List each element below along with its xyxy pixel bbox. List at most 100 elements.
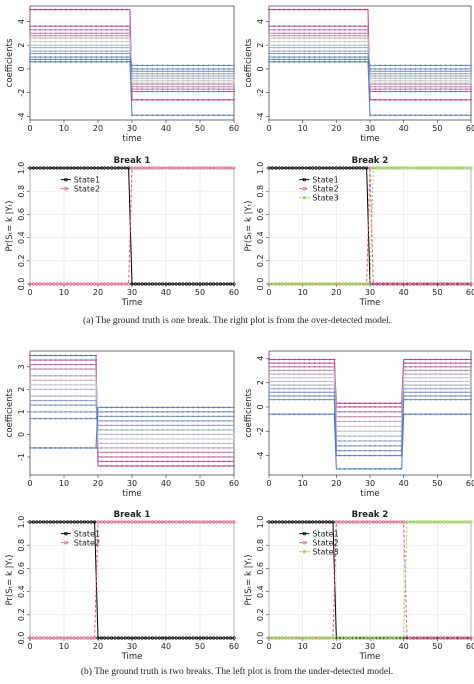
coef-point <box>29 383 31 386</box>
state-point <box>314 166 318 170</box>
coef-point <box>353 425 356 428</box>
coef-point <box>75 379 77 382</box>
coef-point <box>303 50 306 53</box>
coef-point <box>166 88 169 91</box>
coef-point <box>64 25 67 28</box>
state-point <box>55 166 59 170</box>
coef-point <box>197 424 200 427</box>
coef-point <box>434 75 437 77</box>
coef-point <box>90 368 93 370</box>
coef-point <box>369 406 371 408</box>
coef-point <box>80 28 82 31</box>
state-point <box>41 166 46 170</box>
x-tick-label: 10 <box>59 479 69 488</box>
coef-point <box>105 406 108 409</box>
state-point <box>184 520 188 524</box>
coef-point <box>298 60 301 63</box>
coef-point <box>171 460 174 463</box>
coef-point <box>100 419 103 422</box>
coef-point <box>268 28 270 31</box>
legend-label: State1 <box>312 530 338 539</box>
coef-point <box>374 70 376 73</box>
coef-point <box>59 395 62 397</box>
coef-point <box>228 415 230 418</box>
coef-point <box>353 454 356 457</box>
coef-point <box>394 68 397 70</box>
coef-point <box>34 354 36 357</box>
coef-point <box>151 406 154 409</box>
coef-point <box>39 40 42 43</box>
coef-point <box>389 415 392 418</box>
coef-point <box>409 75 412 77</box>
coef-point <box>95 447 98 449</box>
coef-point <box>394 410 397 413</box>
coef-point <box>374 114 376 117</box>
state-point <box>79 166 83 170</box>
chart-title: Break 1 <box>114 510 151 520</box>
coef-point <box>120 406 123 409</box>
coef-point <box>110 25 113 28</box>
coef-point <box>273 362 275 365</box>
state-point <box>294 166 298 170</box>
coef-point <box>161 90 164 93</box>
coef-point <box>268 58 270 61</box>
coef-point <box>136 72 139 75</box>
coef-point <box>419 384 422 386</box>
coef-point <box>136 442 139 445</box>
coef-point <box>293 44 296 47</box>
coef-point <box>100 37 103 39</box>
coef-point <box>126 447 128 449</box>
coef-point <box>192 429 195 431</box>
coef-point <box>353 8 356 11</box>
coef-point <box>389 79 392 82</box>
coef-point <box>303 44 306 47</box>
coef-point <box>156 419 159 422</box>
coef-point <box>273 60 275 63</box>
coef-point <box>156 85 159 88</box>
coef-point <box>233 424 235 427</box>
coef-point <box>404 98 407 101</box>
coef-point <box>110 442 113 445</box>
coef-point <box>80 399 82 402</box>
coef-point <box>95 60 98 63</box>
coef-point <box>100 34 103 37</box>
coef-point <box>288 413 291 416</box>
coef-point <box>105 433 108 436</box>
x-tick-label: 0 <box>266 479 271 488</box>
coef-point <box>283 8 286 11</box>
coef-point <box>424 82 427 85</box>
coef-point <box>444 373 447 375</box>
state-point <box>344 520 349 524</box>
coef-point <box>54 58 57 61</box>
coef-point <box>75 58 77 61</box>
coef-point <box>29 25 31 28</box>
coef-point <box>126 460 128 463</box>
state-point <box>127 636 131 640</box>
coef-point <box>429 79 432 82</box>
coef-point <box>228 410 230 413</box>
coef-point <box>328 40 331 43</box>
coef-point <box>120 60 123 63</box>
coef-point <box>460 79 462 82</box>
coef-point <box>161 465 164 467</box>
state-point <box>116 520 120 524</box>
legend-marker <box>64 186 68 191</box>
coef-point <box>283 380 286 383</box>
state-point <box>290 282 295 286</box>
coef-point <box>323 40 326 43</box>
coef-point <box>166 429 169 431</box>
coef-point <box>110 44 113 47</box>
coef-point <box>449 64 452 67</box>
state-point <box>191 636 195 640</box>
coef-point <box>34 368 36 370</box>
coef-point <box>105 438 108 440</box>
coef-point <box>449 79 452 82</box>
coef-point <box>333 365 336 368</box>
coef-point <box>434 77 437 80</box>
coef-point <box>449 114 452 117</box>
coef-point <box>449 88 452 91</box>
coef-point <box>131 410 133 413</box>
coef-point <box>353 44 356 47</box>
coef-point <box>379 72 381 75</box>
coef-point <box>80 52 82 55</box>
